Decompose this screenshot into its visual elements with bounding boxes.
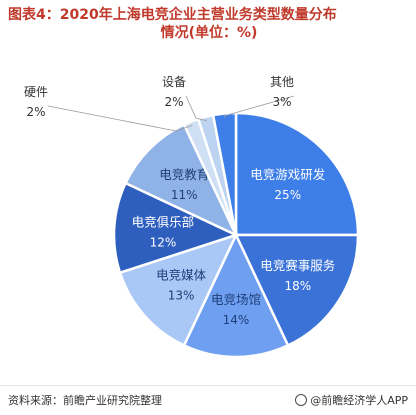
pie-slice [118, 232, 239, 348]
chart-title-line-2: 情况(单位：%) [160, 25, 258, 41]
slice-value-label: 25% [274, 188, 301, 202]
slice-label: 电竞媒体 [156, 267, 207, 282]
slice-value-label: 13% [168, 288, 195, 302]
slice-label: 电竞游戏研发 [250, 167, 326, 182]
chart-title: 图表4：2020年上海电竞企业主营业务类型数量分布 情况(单位：%) [8, 6, 410, 42]
leader-line [223, 95, 295, 118]
slice-label: 电竞场馆 [211, 292, 261, 307]
slice-value-label: 3% [272, 95, 291, 109]
brand-text: @前瞻经济学人APP [310, 394, 408, 407]
pie-slice [234, 111, 360, 237]
slice-label: 电竞俱乐部 [132, 214, 195, 229]
pie-slice [211, 111, 238, 236]
pie-chart: 电竞游戏研发 25% 电竞赛事服务 18% 电竞场馆 14% 电竞媒体 13% 电竞俱乐部 12%… [24, 75, 360, 359]
pie-slice [182, 232, 290, 359]
chart-title-line-1: 图表4：2020年上海电竞企业主营业务类型数量分布 [8, 7, 337, 23]
pie-slice [234, 233, 360, 348]
slice-value-label: 2% [26, 105, 45, 119]
brand-credit: @前瞻经济学人APP [295, 392, 408, 408]
slice-label: 设备 [162, 75, 186, 89]
slice-value-label: 11% [171, 188, 198, 202]
slice-value-label: 12% [150, 235, 177, 249]
leader-line [185, 95, 207, 122]
footer: 资料来源：前瞻产业研究院整理 @前瞻经济学人APP [0, 385, 416, 415]
brand-logo-icon [295, 394, 308, 406]
pie-slice [112, 181, 240, 275]
slice-value-label: 2% [164, 95, 183, 109]
slice-value-label: 14% [223, 313, 250, 327]
slice-label: 电竞赛事服务 [260, 258, 335, 273]
pie-slice [123, 122, 239, 238]
slice-value-label: 18% [284, 279, 311, 293]
slice-label: 硬件 [24, 85, 48, 99]
leader-line [47, 105, 193, 132]
slice-label: 其他 [270, 75, 294, 89]
slice-label: 电竞教育 [159, 167, 209, 182]
source-note: 资料来源：前瞻产业研究院整理 [8, 394, 162, 407]
